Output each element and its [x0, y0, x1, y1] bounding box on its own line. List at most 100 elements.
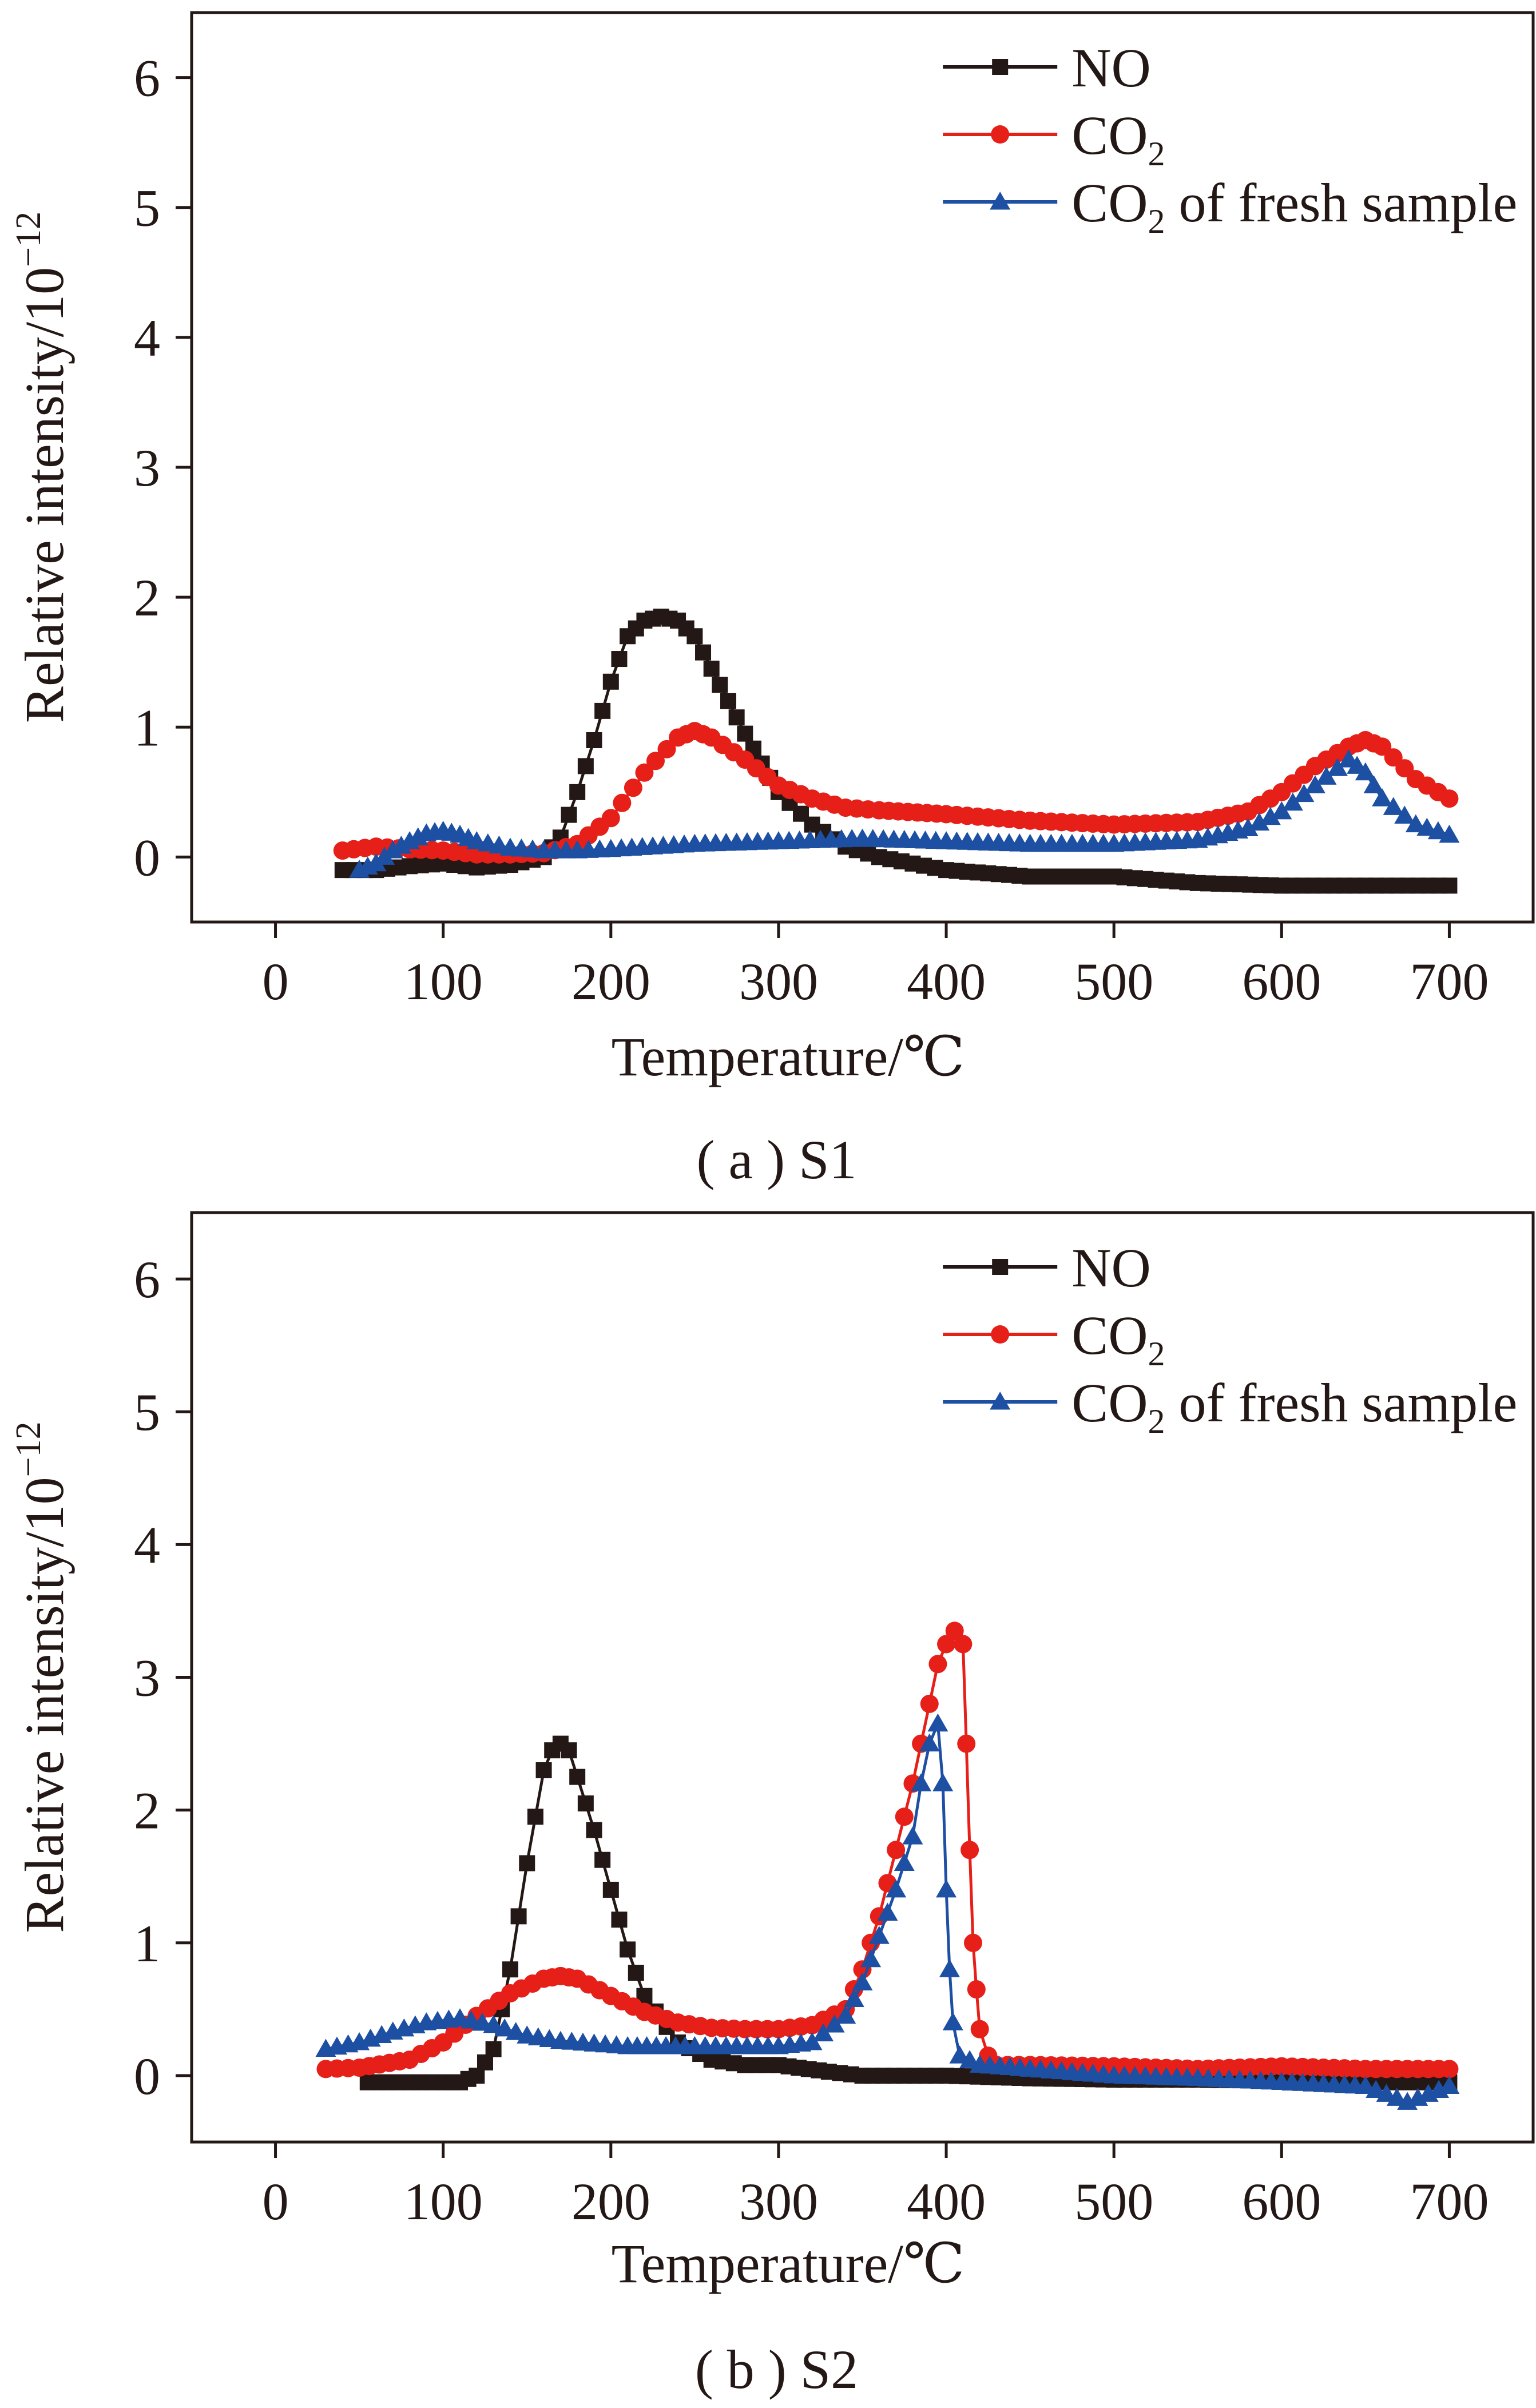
legend-label: NO: [1071, 37, 1151, 98]
data-point: [1439, 2076, 1460, 2094]
data-point: [1363, 775, 1384, 793]
data-point: [535, 1762, 552, 1778]
data-point: [1304, 775, 1325, 793]
legend-marker: [990, 1392, 1011, 1410]
data-point: [939, 1959, 960, 1977]
x-axis-label: Temperature/℃: [612, 2233, 965, 2294]
y-tick-label: 0: [134, 2047, 160, 2105]
data-point: [382, 840, 403, 859]
x-tick-label: 100: [404, 2172, 483, 2231]
data-point: [601, 809, 620, 828]
legend-marker: [991, 125, 1010, 144]
data-point: [970, 2020, 989, 2039]
data-point: [1327, 758, 1348, 776]
data-point: [963, 1933, 982, 1952]
legend-label: NO: [1071, 1237, 1151, 1298]
data-point: [911, 1773, 932, 1791]
y-tick-label: 1: [134, 1914, 160, 1973]
data-point: [611, 1912, 628, 1928]
data-point: [886, 1879, 907, 1898]
y-tick-label: 3: [134, 1649, 160, 1707]
y-tick-label: 0: [134, 828, 160, 887]
legend-entry: CO2: [943, 1305, 1165, 1373]
x-tick-label: 200: [571, 2172, 650, 2231]
x-tick-label: 600: [1242, 952, 1321, 1011]
data-point: [843, 1989, 864, 2007]
data-point: [635, 763, 654, 782]
data-point: [1237, 818, 1259, 836]
data-point: [1394, 805, 1415, 824]
legend-label: CO2: [1071, 105, 1165, 173]
data-point: [919, 1733, 940, 1752]
x-tick-label: 600: [1242, 2172, 1321, 2231]
data-point: [602, 673, 619, 690]
x-tick-label: 400: [907, 952, 986, 1011]
data-point: [569, 1769, 586, 1785]
y-tick-label: 6: [134, 49, 160, 108]
data-point: [657, 740, 676, 758]
data-point: [1355, 762, 1376, 781]
legend-entry: NO: [943, 37, 1151, 98]
data-point: [703, 661, 720, 677]
data-point: [1249, 812, 1270, 831]
data-point: [824, 2014, 845, 2033]
x-tick-label: 0: [263, 2172, 289, 2231]
y-tick-label: 2: [134, 1782, 160, 1840]
legend-marker: [992, 1259, 1009, 1275]
data-point: [927, 1713, 948, 1732]
data-point: [954, 1635, 973, 1654]
x-tick-label: 700: [1410, 2172, 1489, 2231]
data-point: [577, 1795, 594, 1812]
data-point: [686, 628, 703, 645]
data-point: [1282, 792, 1303, 811]
data-point: [577, 758, 594, 774]
y-axis-label: Relative intensity/10−12: [9, 1421, 75, 1933]
data-point: [852, 1972, 873, 1990]
legend-marker: [990, 192, 1011, 210]
y-tick-label: 2: [134, 569, 160, 627]
data-point: [1316, 766, 1337, 785]
x-tick-label: 200: [571, 952, 650, 1011]
data-point: [594, 1851, 611, 1868]
data-point: [1260, 806, 1281, 825]
data-point: [887, 1841, 906, 1859]
data-point: [628, 1965, 644, 1981]
chart-panel-1: 0 100 200 300 400 500 600 700 0 1 2 3 4 5 6 Temperature…: [9, 11, 1535, 1190]
series-triangle-3: [315, 1713, 1460, 2110]
y-tick-label: 1: [134, 698, 160, 757]
chart-panel-2: 0 100 200 300 400 500 600 700 0 1 2 3 4 5 6 Temperature…: [9, 1211, 1535, 2400]
y-tick-label: 3: [134, 439, 160, 497]
data-point: [835, 2005, 856, 2024]
data-point: [594, 702, 611, 719]
x-tick-label: 700: [1410, 952, 1489, 1011]
data-point: [967, 1980, 986, 1999]
series-triangle-3: [349, 749, 1460, 878]
data-point: [695, 644, 712, 661]
legend-label: CO2 of fresh sample: [1071, 172, 1517, 240]
data-point: [494, 2018, 515, 2037]
y-tick-label: 5: [134, 1383, 160, 1441]
data-point: [961, 1841, 979, 1859]
data-point: [1372, 788, 1393, 806]
plot-frame: [190, 11, 1535, 924]
data-point: [928, 1655, 947, 1674]
data-point: [1293, 784, 1315, 802]
data-point: [602, 1881, 619, 1898]
data-point: [1427, 821, 1448, 840]
data-point: [813, 2023, 834, 2041]
data-point: [894, 1853, 915, 1871]
legend-label: CO2: [1071, 1305, 1165, 1373]
data-point: [502, 1961, 518, 1978]
data-point: [877, 1902, 898, 1921]
panel-caption: ( a ) S1: [697, 1129, 857, 1190]
data-point: [586, 1822, 602, 1838]
panel-caption: ( b ) S2: [695, 2339, 858, 2400]
data-point: [728, 709, 745, 726]
legend-entry: NO: [943, 1237, 1151, 1298]
data-point: [1383, 797, 1404, 815]
legend-marker: [991, 1325, 1010, 1344]
data-point: [1439, 824, 1460, 843]
data-point: [527, 1809, 543, 1825]
data-point: [586, 732, 602, 748]
